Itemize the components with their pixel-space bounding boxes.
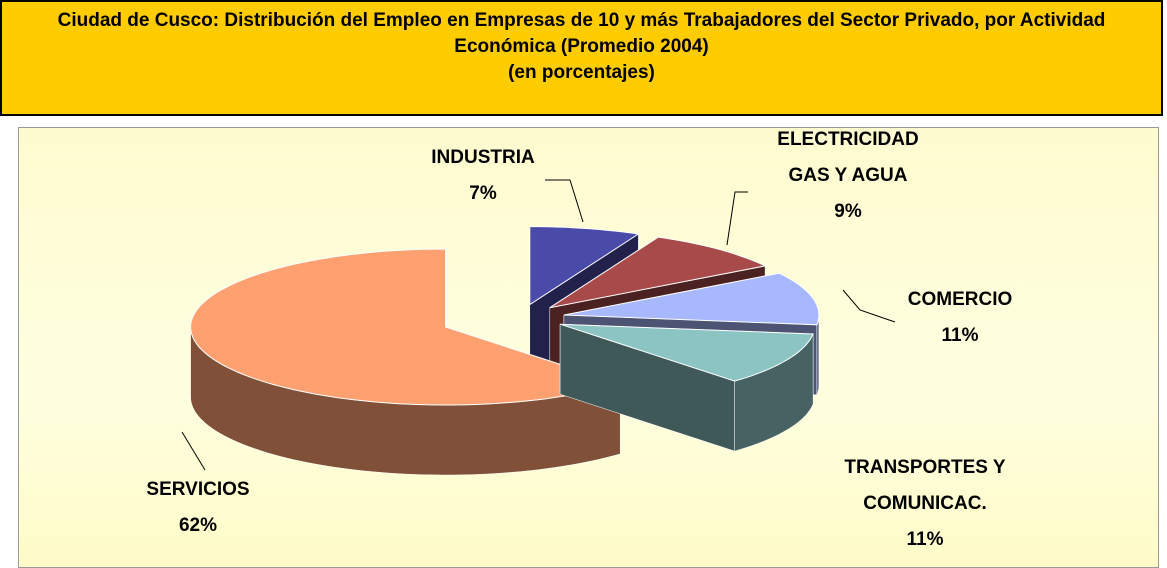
leader-line — [726, 191, 748, 246]
slice-label: TRANSPORTES Y COMUNICAC. 11% — [815, 450, 1035, 558]
chart-title: Ciudad de Cusco: Distribución del Empleo… — [57, 10, 1106, 57]
value-label: 7% — [469, 183, 497, 204]
leader-lines — [181, 179, 896, 471]
category-label: ELECTRICIDAD GAS Y AGUA — [777, 129, 919, 186]
pie-slice — [559, 323, 814, 382]
value-label: 11% — [906, 529, 944, 550]
leader-line — [181, 431, 206, 471]
pie-slice — [190, 248, 622, 406]
value-label: 11% — [941, 325, 979, 346]
chart-subtitle: (en porcentajes) — [508, 62, 655, 83]
slice-label: ELECTRICIDAD GAS Y AGUA 9% — [768, 122, 928, 230]
leader-line — [842, 289, 896, 323]
value-label: 62% — [178, 515, 218, 536]
value-label: 9% — [834, 201, 862, 222]
category-label: COMERCIO — [907, 289, 1013, 310]
slice-wall — [816, 314, 820, 395]
pie-slice — [529, 226, 640, 306]
pie-slice — [563, 272, 820, 326]
title-box: Ciudad de Cusco: Distribución del Empleo… — [0, 0, 1163, 116]
slice-label: SERVICIOS 62% — [118, 472, 278, 544]
category-label: INDUSTRIA — [431, 147, 535, 168]
leader-line — [545, 179, 584, 223]
slice-label: COMERCIO 11% — [880, 282, 1040, 354]
pie-slice — [549, 236, 767, 309]
category-label: SERVICIOS — [146, 479, 250, 500]
slice-label: INDUSTRIA 7% — [413, 140, 553, 212]
category-label: TRANSPORTES Y COMUNICAC. — [844, 457, 1006, 514]
